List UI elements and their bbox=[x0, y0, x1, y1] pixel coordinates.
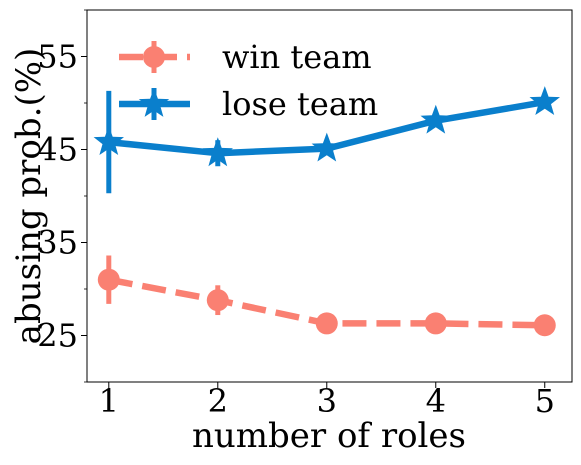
legend-label-win-team: win team bbox=[222, 38, 372, 76]
x-tick-label: 2 bbox=[208, 382, 228, 420]
plot-area bbox=[93, 86, 560, 337]
x-axis-label: number of roles bbox=[192, 416, 466, 456]
legend-label-lose-team: lose team bbox=[222, 85, 378, 123]
x-tick-label: 3 bbox=[317, 382, 337, 420]
x-tick-label: 1 bbox=[99, 382, 119, 420]
x-tick-label: 4 bbox=[426, 382, 446, 420]
data-point-lose-team bbox=[93, 126, 124, 155]
y-axis-label: abusing prob.(%) bbox=[9, 48, 49, 345]
data-point-win-team bbox=[533, 314, 556, 337]
y-tick-label: 45 bbox=[37, 131, 78, 169]
data-point-lose-team bbox=[202, 137, 233, 167]
legend: win team lose team bbox=[119, 38, 378, 123]
data-point-lose-team bbox=[529, 86, 560, 115]
data-point-win-team bbox=[424, 312, 447, 335]
data-point-win-team bbox=[97, 268, 120, 291]
data-point-win-team bbox=[206, 289, 229, 312]
x-tick-label: 5 bbox=[535, 382, 555, 420]
y-tick-label: 25 bbox=[37, 317, 78, 355]
y-tick-label: 35 bbox=[37, 224, 78, 262]
legend-marker-lose-team bbox=[138, 88, 170, 117]
y-tick-label: 55 bbox=[37, 38, 78, 76]
data-point-lose-team bbox=[311, 132, 342, 162]
data-point-lose-team bbox=[420, 104, 451, 134]
legend-marker-win-team bbox=[143, 46, 165, 68]
data-point-win-team bbox=[315, 312, 338, 335]
